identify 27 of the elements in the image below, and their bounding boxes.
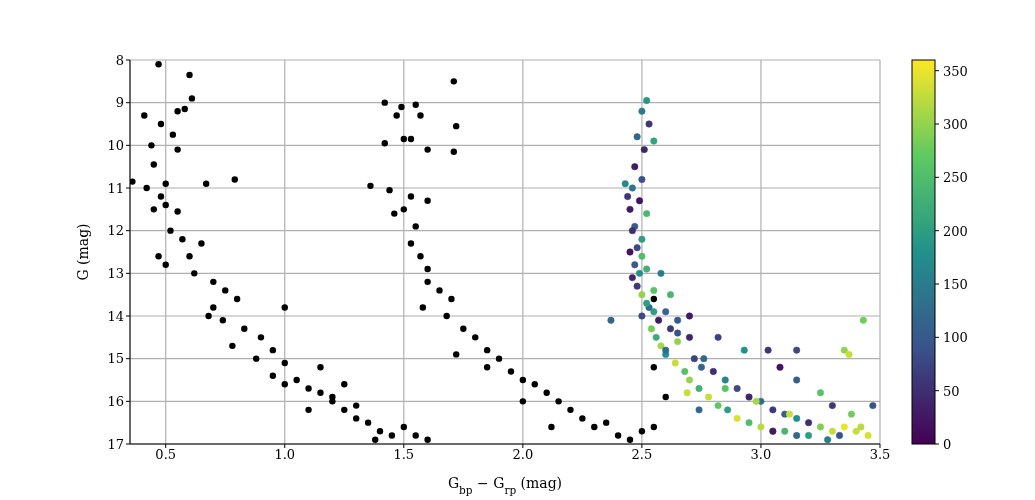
y-axis-title: G (mag) — [75, 223, 91, 281]
color-bar-label: 250 — [943, 170, 968, 186]
color-bar-label: 300 — [943, 117, 968, 132]
color-bar-label: 50 — [943, 383, 960, 399]
color-bar-label: 100 — [943, 330, 968, 346]
x-axis-title: G$_{bp}$ − G$_{rp}$ (mag) — [447, 475, 563, 496]
x-tick-label: 1.5 — [393, 447, 415, 463]
x-tick-label: 1.0 — [274, 447, 296, 463]
y-tick-label: 16 — [107, 393, 124, 409]
y-tick-label: 9 — [115, 95, 124, 111]
x-tick-label: 3.5 — [869, 447, 891, 463]
x-tick-label: 0.5 — [155, 447, 177, 463]
x-tick-label: 2.0 — [512, 447, 534, 463]
color-bar-label: 350 — [943, 63, 968, 79]
x-tick-label: 2.5 — [631, 447, 653, 463]
color-bar-label: 150 — [943, 277, 968, 292]
y-tick-label: 10 — [107, 137, 124, 153]
y-tick-label: 17 — [107, 436, 124, 452]
y-tick-label: 14 — [107, 308, 124, 324]
y-tick-label: 8 — [115, 52, 124, 68]
y-tick-label: 12 — [107, 223, 124, 239]
x-tick-label: 3.0 — [750, 447, 772, 463]
y-tick-label: 11 — [107, 180, 124, 196]
color-bar-label: 200 — [943, 223, 968, 239]
color-bar-label: 0 — [943, 437, 952, 452]
y-tick-label: 15 — [107, 351, 124, 367]
y-tick-label: 13 — [107, 265, 124, 281]
